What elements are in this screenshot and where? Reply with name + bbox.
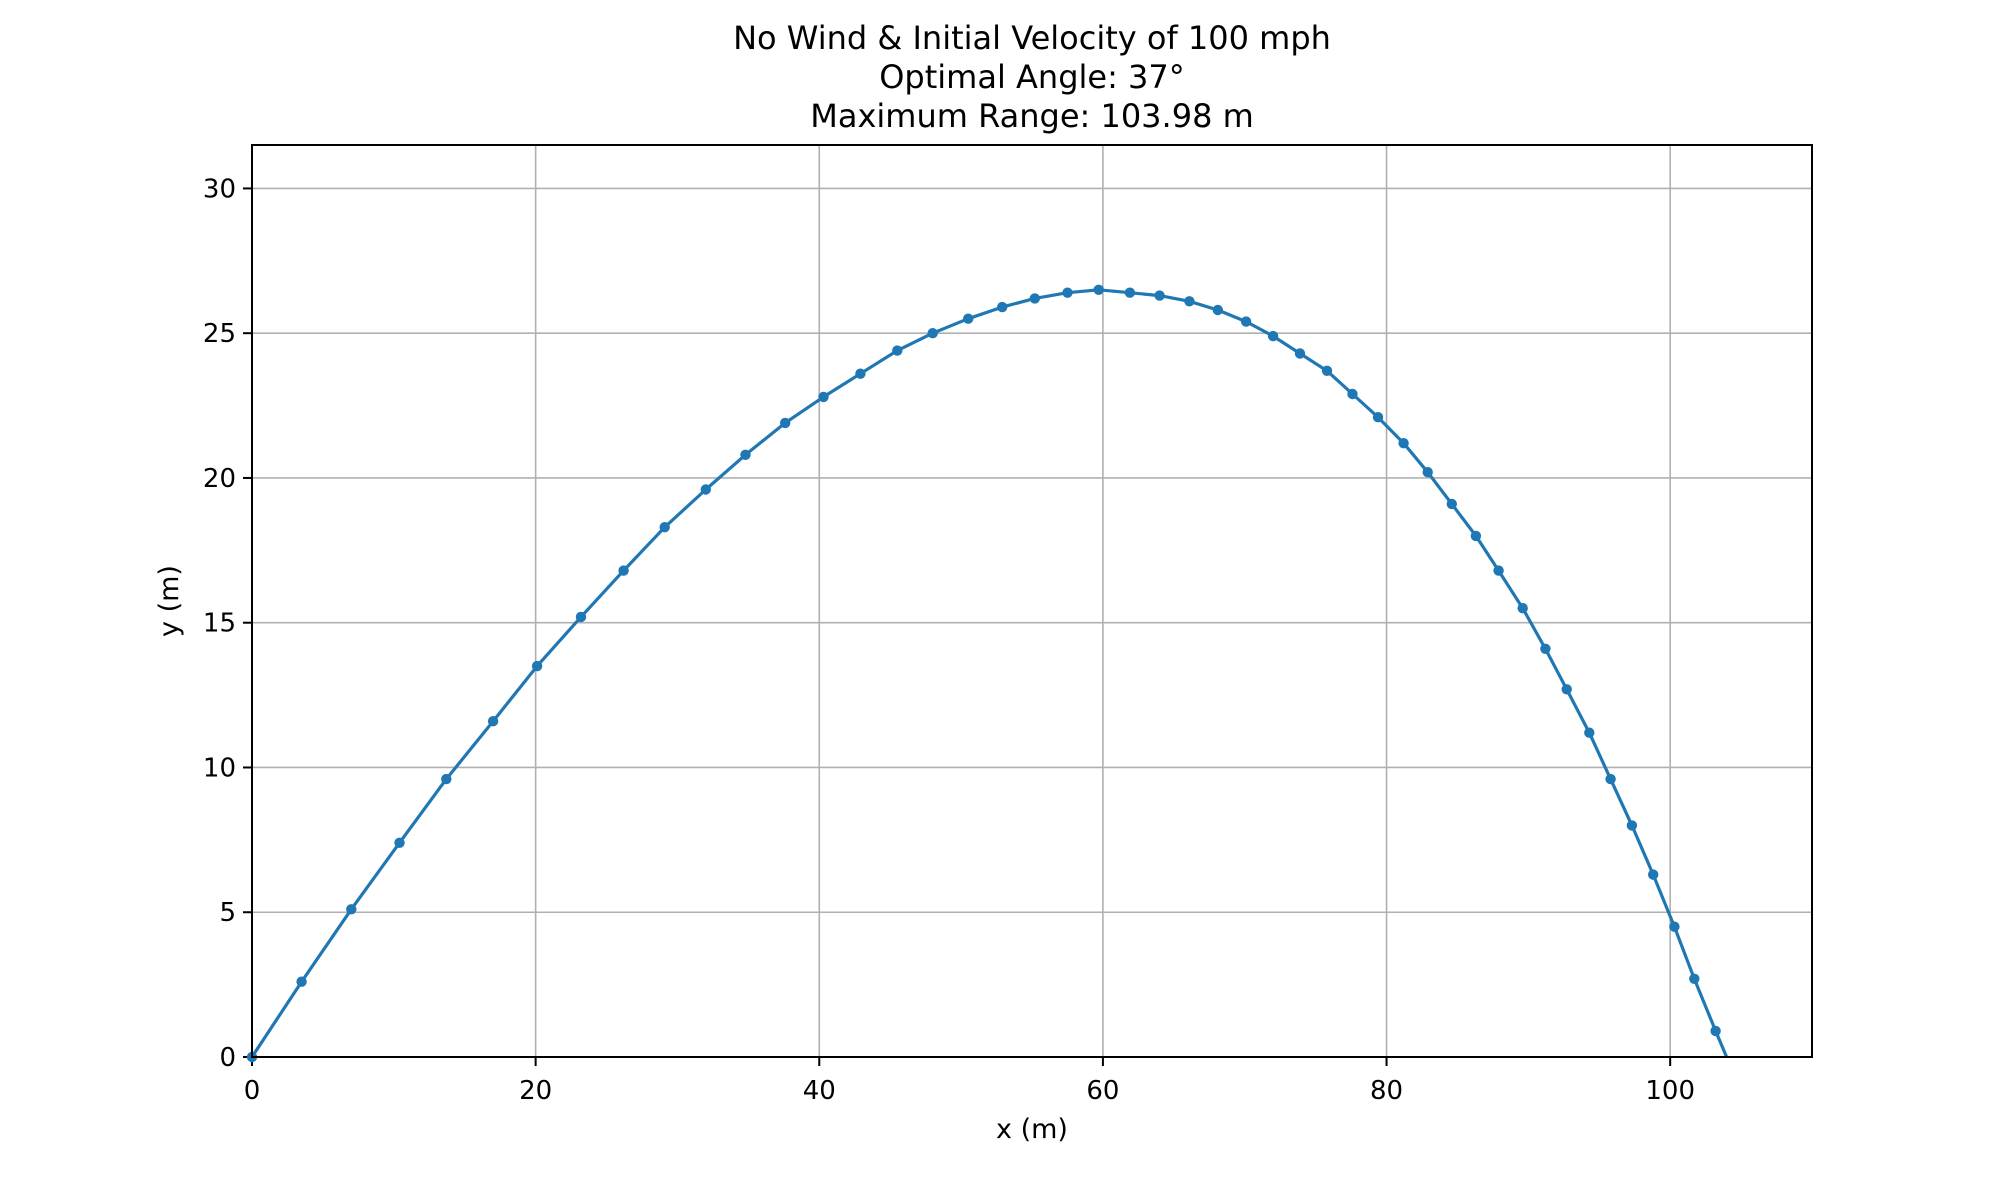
y-tick-label: 10 xyxy=(203,753,236,783)
trajectory-point xyxy=(296,976,307,987)
trajectory-point xyxy=(394,837,405,848)
trajectory-line xyxy=(250,288,1729,1058)
trajectory-point xyxy=(1124,287,1136,298)
x-tick-label: 20 xyxy=(519,1076,552,1106)
plot-area xyxy=(246,284,1729,1063)
trajectory-point xyxy=(659,522,670,533)
trajectory-point xyxy=(1517,603,1528,614)
trajectory-point xyxy=(818,391,829,403)
trajectory-point xyxy=(575,611,587,623)
x-tick-label: 60 xyxy=(1086,1076,1119,1106)
trajectory-point xyxy=(1294,348,1306,359)
trajectory-point xyxy=(700,484,711,495)
trajectory-point xyxy=(441,773,452,785)
trajectory-point xyxy=(1710,1025,1721,1037)
y-tick-label: 15 xyxy=(203,609,236,639)
x-tick-label: 0 xyxy=(244,1076,261,1106)
trajectory-point xyxy=(1347,388,1358,400)
chart-title: No Wind & Initial Velocity of 100 mph Op… xyxy=(733,19,1331,135)
y-tick-label: 0 xyxy=(219,1043,236,1073)
trajectory-point xyxy=(1029,293,1041,304)
trajectory-point xyxy=(855,368,866,379)
trajectory-point xyxy=(1669,921,1680,932)
trajectory-point xyxy=(1493,565,1504,576)
trajectory-point xyxy=(1398,438,1409,449)
x-tick-label: 100 xyxy=(1645,1076,1695,1106)
title-line-2: Optimal Angle: 37° xyxy=(879,58,1185,96)
trajectory-point xyxy=(1093,284,1104,295)
trajectory-point xyxy=(1689,973,1700,984)
trajectory-point xyxy=(346,904,357,915)
y-tick-label: 20 xyxy=(203,464,236,494)
trajectory-point xyxy=(740,449,751,460)
trajectory-point xyxy=(780,417,791,429)
trajectory-point xyxy=(963,313,974,324)
trajectory-point xyxy=(1470,530,1482,542)
trajectory-point xyxy=(1648,869,1659,880)
title-line-3: Maximum Range: 103.98 m xyxy=(810,97,1254,135)
y-tick-label: 25 xyxy=(203,319,236,349)
trajectory-point xyxy=(1240,316,1252,327)
trajectory-point xyxy=(1422,467,1433,478)
y-axis-label: y (m) xyxy=(154,565,185,637)
y-tick-label: 30 xyxy=(203,174,236,204)
trajectory-point xyxy=(1184,296,1195,307)
trajectory-point xyxy=(1212,304,1224,316)
trajectory-point xyxy=(892,345,903,356)
trajectory-point xyxy=(487,716,499,727)
trajectory-point xyxy=(1446,498,1458,510)
trajectory-point xyxy=(997,301,1008,313)
title-line-1: No Wind & Initial Velocity of 100 mph xyxy=(733,19,1331,57)
trajectory-point xyxy=(1062,287,1073,298)
x-axis-label: x (m) xyxy=(996,1114,1068,1145)
trajectory-point xyxy=(1605,773,1616,785)
trajectory-point xyxy=(1561,684,1572,695)
trajectory-point xyxy=(1321,365,1333,376)
x-tick-label: 80 xyxy=(1370,1076,1403,1106)
x-tick-label: 40 xyxy=(803,1076,836,1106)
trajectory-point xyxy=(1584,727,1595,738)
trajectory-point xyxy=(1154,290,1165,301)
trajectory-point xyxy=(927,328,938,339)
axis-ticks: 0 20 40 60 80 100 0 5 10 15 20 25 30 xyxy=(203,174,1695,1106)
axes-frame xyxy=(251,144,1813,1058)
grid xyxy=(251,145,1812,1058)
trajectory-point xyxy=(1267,330,1279,342)
trajectory-point xyxy=(1540,643,1551,654)
trajectory-point xyxy=(1372,412,1384,423)
trajectory-point xyxy=(531,660,543,672)
trajectory-point xyxy=(618,565,629,576)
y-tick-label: 5 xyxy=(219,898,236,928)
trajectory-point xyxy=(1626,820,1638,831)
